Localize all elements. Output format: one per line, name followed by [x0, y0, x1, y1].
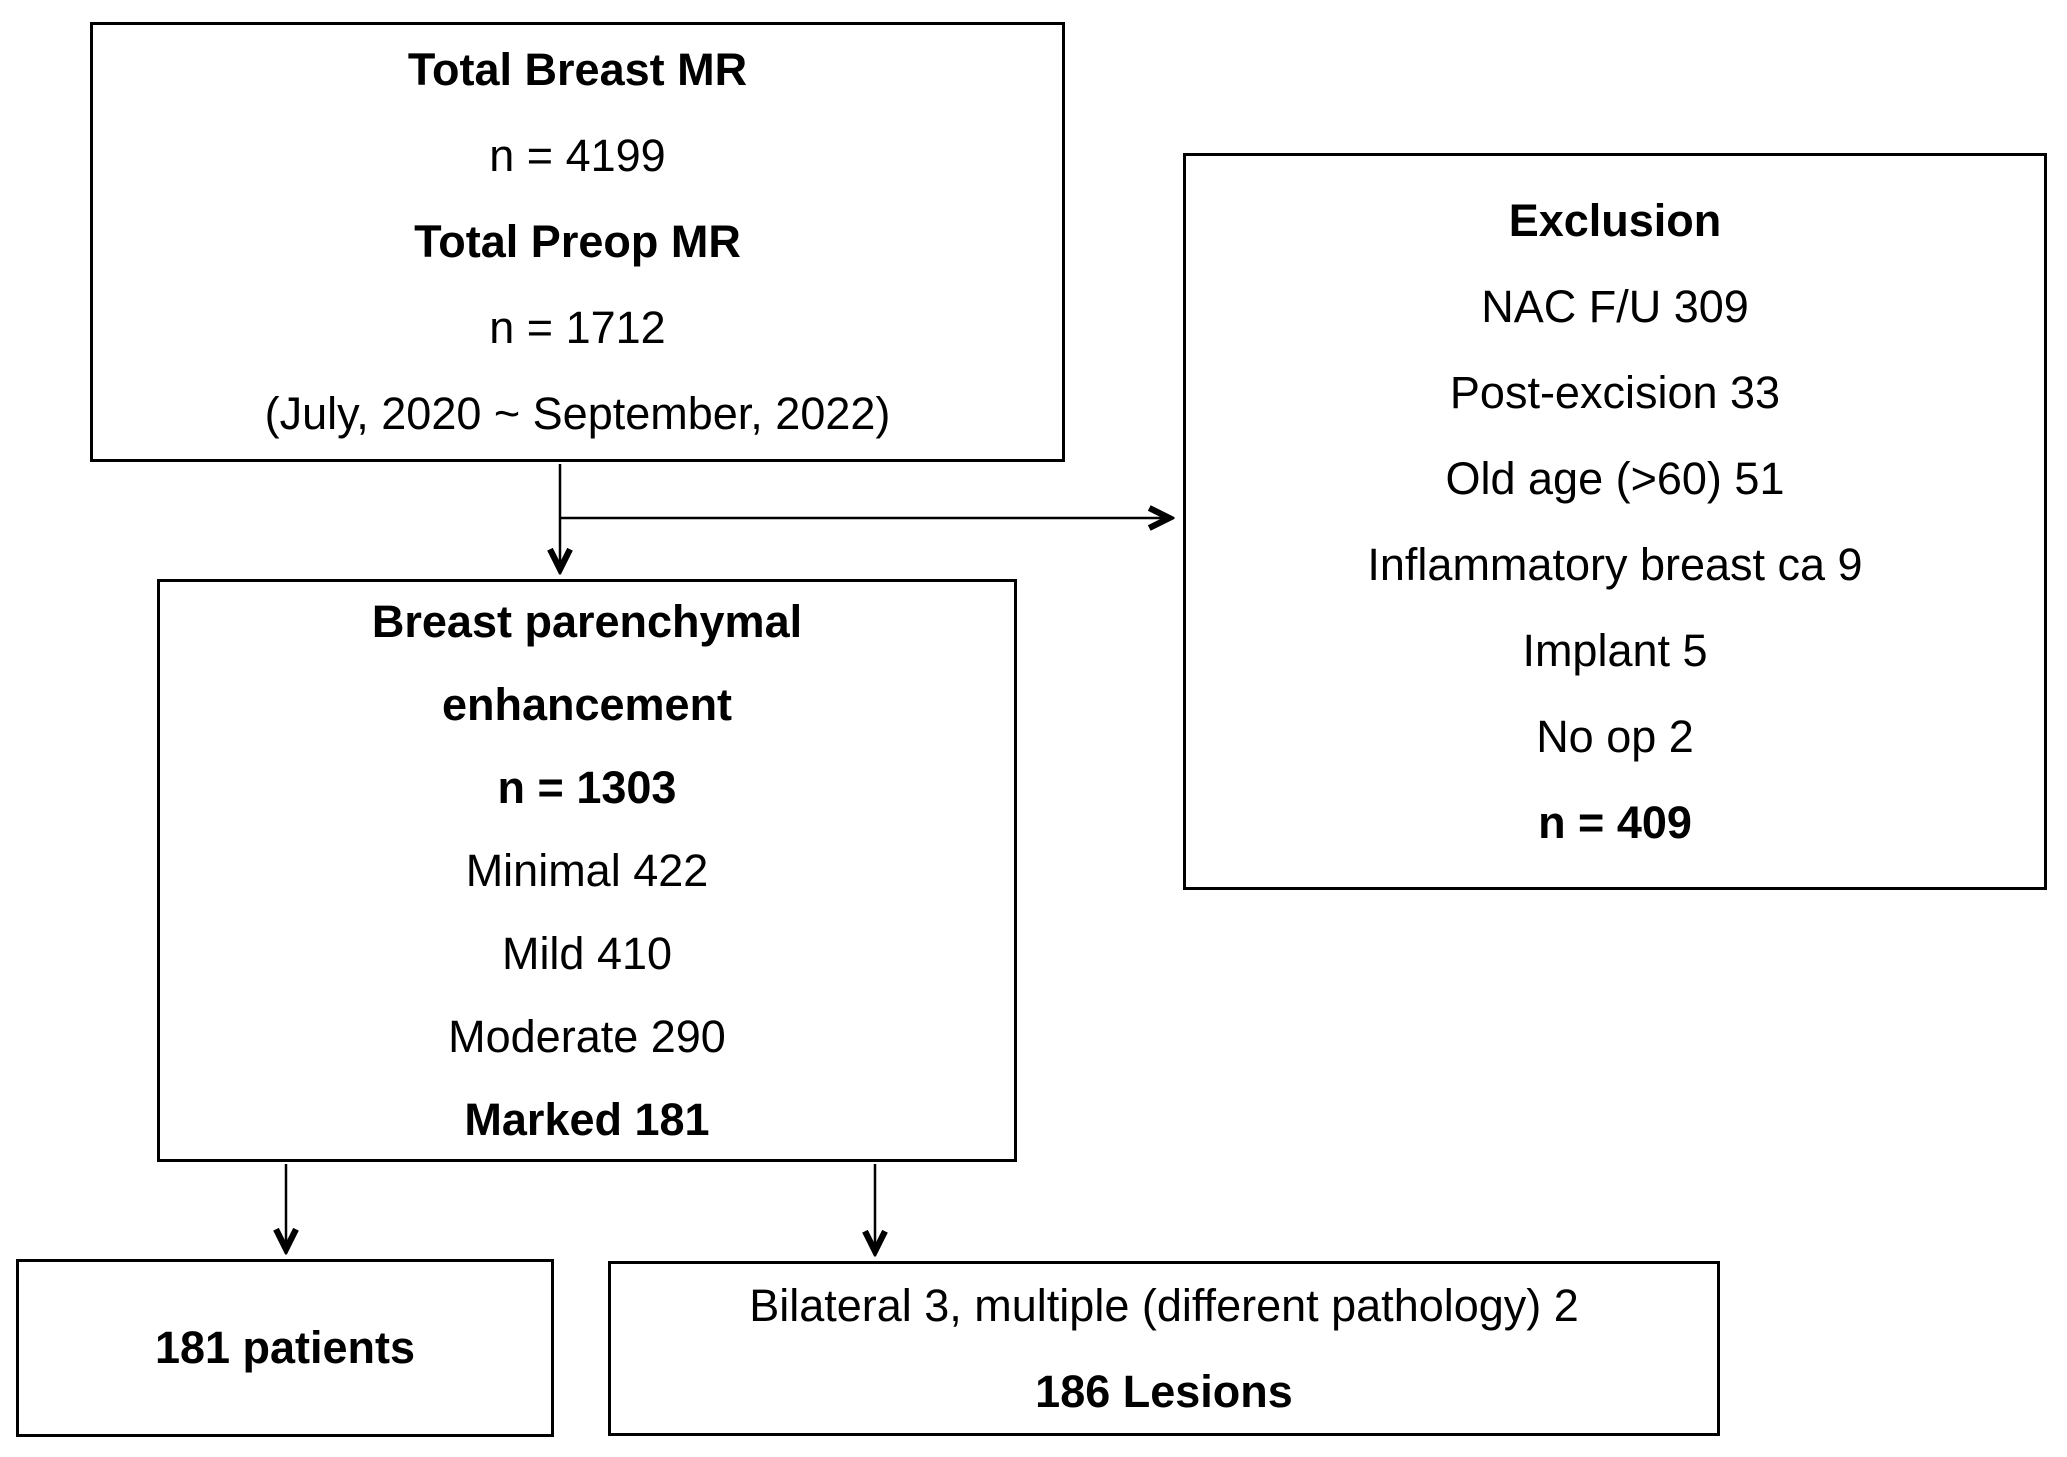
bpe-minimal: Minimal 422 — [465, 845, 709, 896]
bpe-mild: Mild 410 — [501, 928, 673, 979]
exclusion-no-op: No op 2 — [1536, 710, 1694, 762]
exclusion-implant: Implant 5 — [1522, 624, 1708, 676]
bpe-total: n = 1303 — [497, 762, 677, 813]
lesions-box: Bilateral 3, multiple (different patholo… — [608, 1261, 1720, 1436]
exclusion-nac-fu: NAC F/U 309 — [1481, 280, 1749, 332]
bpe-title-line1: Breast parenchymal — [371, 596, 803, 647]
total-breast-mr-count: n = 4199 — [489, 130, 666, 181]
patients-count: 181 patients — [154, 1322, 416, 1373]
breast-parenchymal-enhancement-box: Breast parenchymal enhancement n = 1303 … — [157, 579, 1017, 1162]
total-preop-mr-label: Total Preop MR — [414, 216, 741, 267]
exclusion-total: n = 409 — [1538, 796, 1692, 848]
study-period: (July, 2020 ~ September, 2022) — [264, 388, 891, 439]
bpe-marked: Marked 181 — [464, 1094, 710, 1145]
exclusion-box: Exclusion NAC F/U 309 Post-excision 33 O… — [1183, 153, 2047, 890]
exclusion-title: Exclusion — [1508, 194, 1722, 246]
lesions-count: 186 Lesions — [1035, 1365, 1293, 1417]
total-preop-mr-count: n = 1712 — [489, 302, 666, 353]
exclusion-post-excision: Post-excision 33 — [1449, 366, 1781, 418]
total-mr-box: Total Breast MR n = 4199 Total Preop MR … — [90, 22, 1065, 462]
lesions-detail: Bilateral 3, multiple (different patholo… — [749, 1279, 1579, 1331]
patients-box: 181 patients — [16, 1259, 554, 1437]
bpe-title-line2: enhancement — [441, 679, 733, 730]
total-breast-mr-label: Total Breast MR — [407, 44, 748, 95]
bpe-moderate: Moderate 290 — [448, 1011, 726, 1062]
exclusion-old-age: Old age (>60) 51 — [1445, 452, 1785, 504]
exclusion-inflammatory: Inflammatory breast ca 9 — [1367, 538, 1863, 590]
